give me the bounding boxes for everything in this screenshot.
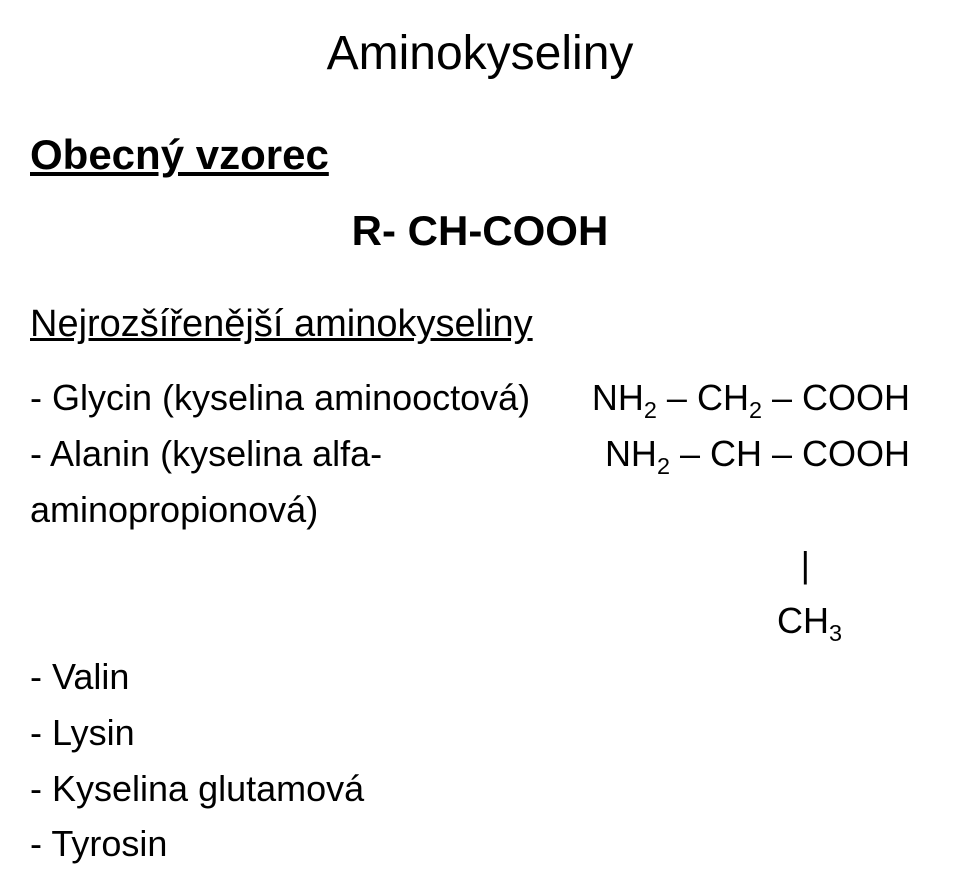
bond-line-row: | (30, 537, 930, 593)
list-item-lysin: - Lysin (30, 705, 930, 761)
amino-acid-list: - Glycin (kyselina aminooctová) NH2 – CH… (30, 370, 930, 872)
text: – COOH (762, 377, 910, 418)
subscript: 2 (644, 397, 657, 423)
general-formula-text: R- CH-COOH (352, 207, 609, 255)
list-item-valin: - Valin (30, 649, 930, 705)
slide: Aminokyseliny Obecný vzorec R- CH-COOH N… (0, 0, 960, 744)
ch3-row: CH3 (30, 593, 930, 649)
subscript: 2 (657, 453, 670, 479)
text: CH (777, 600, 829, 641)
alanin-formula: NH2 – CH – COOH (605, 426, 930, 482)
list-item-tyrosin: - Tyrosin (30, 816, 930, 872)
alanin-label: - Alanin (kyselina alfa-aminopropionová) (30, 426, 605, 538)
list-item-alanin: - Alanin (kyselina alfa-aminopropionová)… (30, 426, 930, 538)
text: NH (605, 433, 657, 474)
bond-line: | (801, 537, 930, 593)
text: – CH – COOH (670, 433, 910, 474)
subscript: 3 (829, 620, 842, 646)
section-heading: Obecný vzorec (30, 131, 930, 179)
general-formula: R- CH-COOH (30, 207, 930, 255)
subscript: 2 (749, 397, 762, 423)
glycin-label: - Glycin (kyselina aminooctová) (30, 370, 530, 426)
text: NH (592, 377, 644, 418)
list-item-glutamova: - Kyselina glutamová (30, 761, 930, 817)
glycin-formula: NH2 – CH2 – COOH (592, 370, 930, 426)
page-title: Aminokyseliny (30, 26, 930, 81)
list-item-glycin: - Glycin (kyselina aminooctová) NH2 – CH… (30, 370, 930, 426)
ch3-group: CH3 (777, 593, 930, 649)
subheading: Nejrozšířenější aminokyseliny (30, 303, 930, 346)
text: – CH (657, 377, 749, 418)
